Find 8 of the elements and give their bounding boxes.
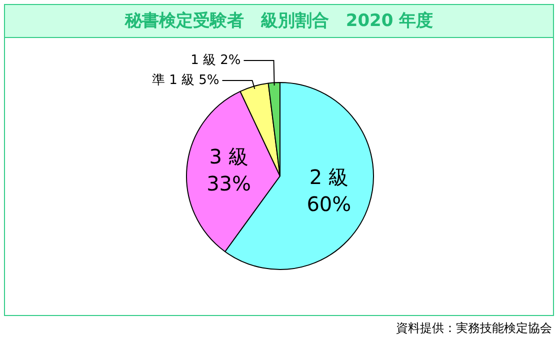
text: 資料提供：実務技能検定協会	[396, 320, 552, 337]
data-label: 60%	[306, 192, 352, 216]
slice-label: 準 1 級 5%	[152, 72, 220, 88]
slice-label: 1 級 2%	[190, 52, 241, 68]
slice-label: 2 級	[309, 165, 348, 190]
data-label: 33%	[206, 171, 252, 196]
chart-title: 秘書検定受験者 級別割合 2020 年度	[4, 4, 554, 38]
slice-label: 3 級	[209, 144, 248, 168]
